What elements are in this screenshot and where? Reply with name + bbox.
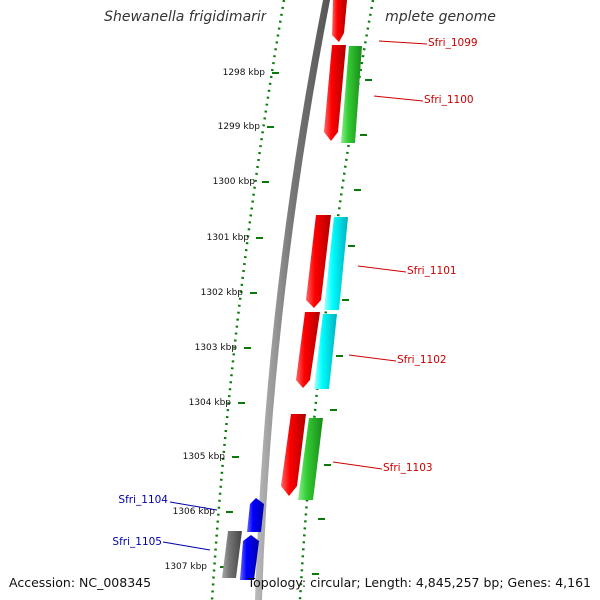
gene-sfri-1104[interactable] <box>247 498 264 532</box>
ruler-label: 1302 kbp <box>201 288 244 298</box>
ruler-label: 1304 kbp <box>189 398 232 408</box>
ruler-label: 1299 kbp <box>218 122 261 132</box>
accession-text: Accession: NC_008345 <box>9 575 152 590</box>
ruler-label: 1307 kbp <box>165 562 208 572</box>
map-band <box>212 0 388 600</box>
gene-sfri-1105[interactable] <box>240 535 259 580</box>
gene-labels: Sfri_1099 Sfri_1100 Sfri_1101 Sfri_1102 … <box>112 37 477 548</box>
ruler-label: 1306 kbp <box>173 507 216 517</box>
ruler-label: 1298 kbp <box>223 68 266 78</box>
outer-ring-ticks <box>312 79 372 575</box>
gene-label-sfri-1102[interactable]: Sfri_1102 <box>397 354 447 366</box>
gene-label-sfri-1101[interactable]: Sfri_1101 <box>407 265 457 277</box>
genome-backbone <box>255 0 330 600</box>
gene-label-sfri-1103[interactable]: Sfri_1103 <box>383 462 433 474</box>
ruler-ticks <box>220 72 279 568</box>
ruler-label: 1303 kbp <box>195 343 238 353</box>
gene-sfri-1100[interactable] <box>324 45 346 141</box>
ruler-label: 1305 kbp <box>183 452 226 462</box>
gene-sfri-1103[interactable] <box>281 414 306 496</box>
gene-label-sfri-1104[interactable]: Sfri_1104 <box>118 494 168 506</box>
inner-dotted-ring <box>210 0 286 600</box>
gene-sfri-1100-partner <box>341 46 362 143</box>
gene-label-sfri-1100[interactable]: Sfri_1100 <box>424 94 474 106</box>
reverse-strand-genes <box>222 498 264 580</box>
gene-sfri-1099[interactable] <box>332 0 347 42</box>
gene-sfri-1103-partner <box>298 418 323 500</box>
gene-label-sfri-1105[interactable]: Sfri_1105 <box>112 536 162 548</box>
gene-sfri-1101[interactable] <box>306 215 331 308</box>
ruler-label: 1301 kbp <box>207 233 250 243</box>
ruler-labels: 1298 kbp 1299 kbp 1300 kbp 1301 kbp 1302… <box>165 68 266 572</box>
gene-label-sfri-1099[interactable]: Sfri_1099 <box>428 37 478 49</box>
gene-sfri-1102-partner <box>314 314 337 389</box>
gene-sfri-1105-partner <box>222 531 242 578</box>
genome-summary-text: Topology: circular; Length: 4,845,257 bp… <box>247 575 591 590</box>
ruler-label: 1300 kbp <box>213 177 256 187</box>
gene-sfri-1101-partner <box>324 217 348 310</box>
gene-leader-lines <box>162 40 428 551</box>
forward-strand-genes <box>281 0 362 500</box>
gene-sfri-1102[interactable] <box>296 312 320 388</box>
